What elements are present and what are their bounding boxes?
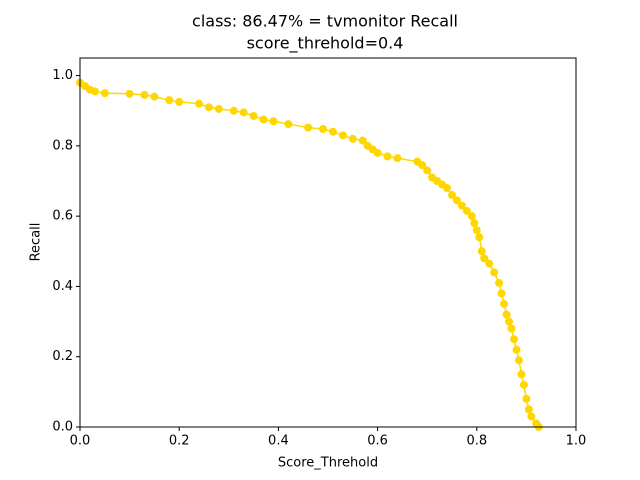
- point: [452, 196, 461, 205]
- point: [512, 345, 521, 354]
- y-tick-label: 0.0: [52, 420, 73, 435]
- y-axis-label: Recall: [29, 223, 44, 262]
- y-tick-label: 0.8: [52, 138, 73, 153]
- point: [214, 104, 223, 113]
- point: [522, 394, 531, 403]
- point: [514, 356, 523, 365]
- point: [448, 191, 456, 200]
- point: [328, 127, 337, 136]
- point: [165, 96, 174, 105]
- point: [140, 90, 149, 99]
- chart-subtitle: score_threhold=0.4: [247, 34, 404, 54]
- point: [418, 161, 427, 170]
- x-axis-label: Score_Threhold: [278, 456, 378, 471]
- point: [467, 212, 476, 221]
- point: [495, 278, 504, 287]
- point: [125, 89, 134, 98]
- point: [507, 324, 516, 333]
- point: [510, 335, 518, 344]
- x-tick-label: 0.0: [70, 434, 91, 449]
- y-tick-label: 0.2: [52, 349, 73, 364]
- point: [470, 219, 479, 228]
- point: [393, 154, 402, 163]
- point: [505, 317, 514, 326]
- point: [239, 108, 248, 117]
- point: [497, 289, 506, 298]
- point: [269, 117, 278, 126]
- point: [383, 152, 392, 161]
- point: [204, 103, 213, 112]
- point: [348, 134, 357, 143]
- point: [423, 166, 432, 175]
- point: [517, 370, 526, 379]
- chart-title: class: 86.47% = tvmonitor Recall: [192, 12, 458, 31]
- point: [259, 115, 268, 124]
- y-tick-label: 0.4: [52, 279, 73, 294]
- point: [480, 254, 489, 263]
- point: [338, 131, 347, 140]
- point: [358, 136, 367, 145]
- point: [477, 247, 486, 256]
- point: [443, 184, 452, 193]
- point: [90, 87, 99, 96]
- point: [472, 226, 481, 235]
- y-tick-label: 0.6: [52, 209, 73, 224]
- point: [500, 300, 509, 308]
- point: [195, 99, 204, 108]
- point: [373, 148, 382, 157]
- point: [490, 268, 499, 277]
- point: [475, 233, 484, 242]
- point: [527, 412, 536, 421]
- plot-frame: [79, 57, 577, 428]
- point: [502, 310, 511, 319]
- point: [524, 405, 533, 414]
- point: [462, 206, 471, 215]
- point: [319, 124, 328, 133]
- x-tick-label: 0.6: [367, 434, 388, 449]
- point: [304, 123, 313, 132]
- x-tick-label: 0.8: [466, 434, 487, 449]
- point: [485, 259, 494, 268]
- y-tick-label: 1.0: [52, 68, 73, 83]
- x-tick-label: 1.0: [566, 434, 587, 449]
- point: [519, 380, 528, 389]
- x-tick-label: 0.4: [268, 434, 289, 449]
- point: [249, 111, 258, 120]
- point: [457, 201, 466, 210]
- line: [79, 81, 540, 428]
- x-tick-label: 0.2: [169, 434, 190, 449]
- point: [150, 92, 159, 101]
- point: [229, 106, 238, 115]
- point: [284, 120, 293, 129]
- point: [175, 97, 184, 106]
- point: [100, 89, 109, 98]
